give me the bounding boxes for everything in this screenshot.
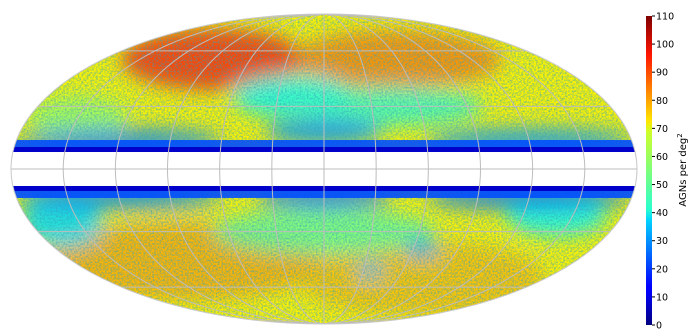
- colorbar-ticks: 0 10 20 30 40 50 60 70 80 90 100 110: [652, 12, 674, 329]
- colorbar-tick-label: 20: [656, 264, 668, 275]
- plane-edge-north: [11, 147, 637, 153]
- plane-edge-south: [11, 185, 637, 191]
- colorbar-tick-label: 90: [656, 68, 668, 79]
- map-outline: [10, 13, 638, 325]
- colorbar-tick-label: 110: [656, 12, 674, 23]
- colorbar-tick-label: 70: [656, 124, 668, 135]
- colorbar-label-main: AGNs per deg: [678, 138, 689, 207]
- colorbar-label-sup: 2: [676, 133, 684, 137]
- colorbar-tick-label: 10: [656, 292, 668, 303]
- colorbar: 0 10 20 30 40 50 60 70 80 90 100 110 AGNs per deg2: [646, 12, 689, 329]
- colorbar-tick-label: 80: [656, 96, 668, 107]
- colorbar-tick-label: 60: [656, 152, 668, 163]
- colorbar-tick-label: 30: [656, 236, 668, 247]
- colorbar-label: AGNs per deg2: [676, 133, 689, 206]
- colorbar-tick-label: 0: [656, 321, 662, 329]
- colorbar-tick-label: 100: [656, 40, 674, 51]
- colorbar-tick-label: 50: [656, 180, 668, 191]
- colorbar-gradient: [646, 16, 652, 325]
- colorbar-tick-label: 40: [656, 208, 668, 219]
- graticule: [11, 14, 637, 324]
